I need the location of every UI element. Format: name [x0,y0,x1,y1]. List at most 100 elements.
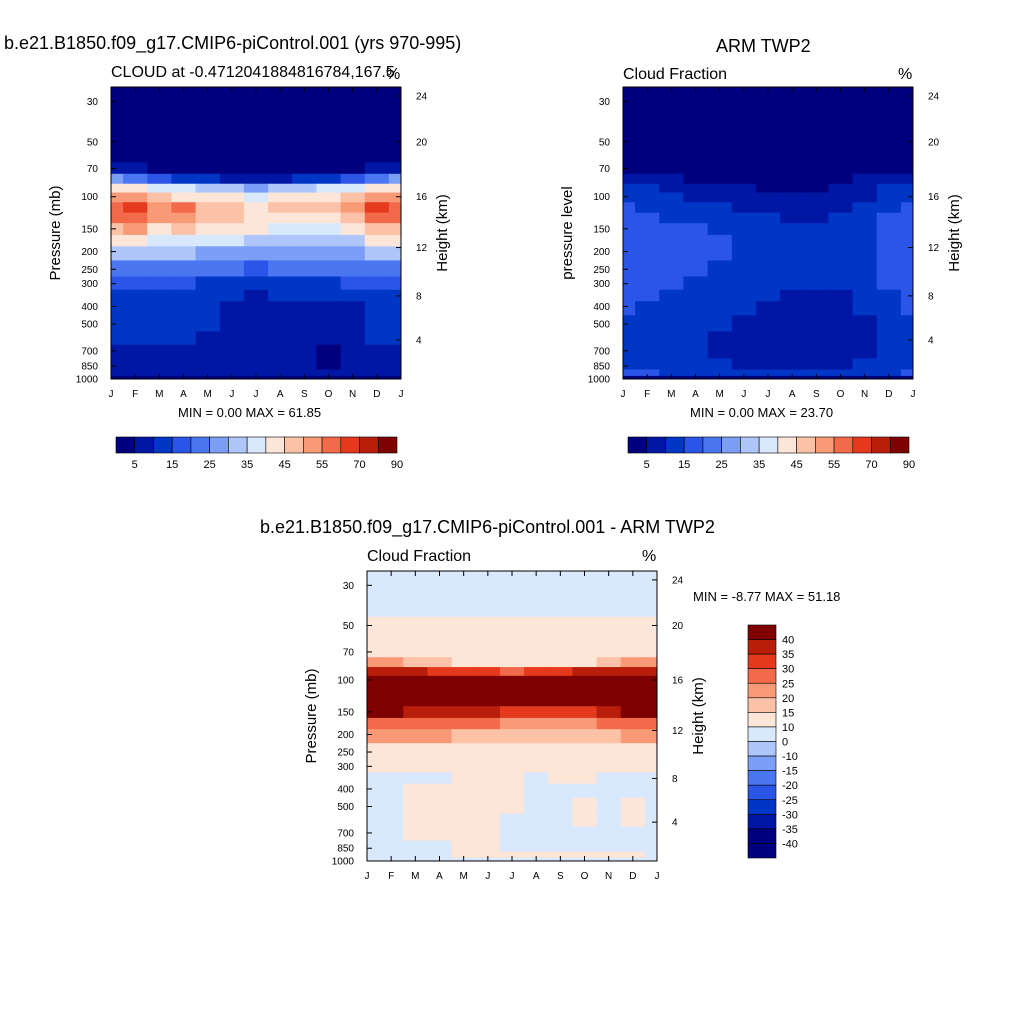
heatmap-cell [644,645,657,658]
heatmap-cell [572,717,598,730]
heatmap-cell [644,596,657,618]
heatmap-cell [623,276,636,291]
heatmap-cell [451,729,477,744]
x-tick-label: O [837,389,845,400]
heatmap-cell [268,183,293,194]
heatmap-cell [828,276,854,291]
heatmap-cell [731,331,757,346]
heatmap-cell [499,851,525,859]
y-tick-label: 1000 [76,375,99,386]
y-tick-label: 30 [343,581,355,592]
heatmap-cell [111,301,124,316]
heatmap-cell [623,331,636,346]
heatmap-cell [171,315,197,332]
heatmap-cell [268,260,293,278]
heatmap-cell [900,212,913,224]
heatmap-cell [316,192,342,203]
colorbar-label: -10 [782,751,798,763]
heatmap-cell [111,234,124,247]
heatmap-cell [292,112,318,134]
heatmap-cell [147,183,173,194]
heatmap-cell [379,813,404,828]
heatmap-cell [268,234,293,247]
heatmap-cell [340,94,366,114]
colorbar-box [889,436,910,454]
heatmap-cell [731,183,757,194]
heatmap-cell [596,840,622,853]
heatmap-cell [268,331,293,346]
heatmap-cell [147,344,173,360]
heatmap-cell [852,183,878,194]
heatmap-cell [499,695,525,707]
heatmap-cell [171,149,197,164]
heatmap-cell [111,260,124,278]
heatmap-cell [548,667,574,677]
heatmap-cell [804,369,830,377]
heatmap-cell [635,276,660,291]
heatmap-cell [659,173,685,185]
colorbar-label: -25 [782,795,798,807]
heatmap-cell [364,112,390,134]
heatmap-cell [644,851,657,859]
heatmap-cell [403,813,429,828]
heatmap-cell [780,133,805,150]
heatmap-cell [755,192,781,203]
heatmap-cell [900,289,913,302]
heatmap-cell [403,616,429,634]
heatmap-cell [620,783,646,799]
heatmap-cell [572,826,598,842]
colorbar-box [747,755,777,771]
heatmap-cell [292,212,318,224]
colorbar-box [209,436,229,454]
y-tick-label: 700 [337,828,354,839]
heatmap-cell [340,289,366,302]
colorbar-box [747,726,777,742]
y-right-tick-label: 12 [416,243,428,254]
heatmap-cell [780,94,805,114]
heatmap-cell [828,112,854,134]
heatmap-cell [499,616,525,634]
heatmap-cell [403,783,429,799]
heatmap-cell [623,344,636,360]
heatmap-cell [171,94,197,114]
heatmap-cell [243,212,269,224]
colorbar-label: 35 [241,459,253,471]
heatmap-cell [451,743,477,760]
heatmap-cell [623,369,636,377]
heatmap-cell [524,578,549,598]
heatmap-cell [731,192,757,203]
y-right-tick-label: 4 [672,818,678,829]
heatmap-cell [367,632,380,647]
heatmap-cell [367,596,380,618]
y-tick-label: 100 [337,675,354,686]
heatmap-cell [111,94,124,114]
heatmap-cell [548,657,574,668]
heatmap-cell [340,369,366,377]
heatmap-cell [403,675,429,687]
heatmap-cell [388,149,401,164]
heatmap-cell [367,717,380,730]
heatmap-cell [499,826,525,842]
heatmap-cell [268,112,293,134]
heatmap-cell [524,657,549,668]
heatmap-cell [707,94,733,114]
colorbar-box [747,624,777,640]
heatmap-cell [316,358,342,371]
heatmap-cell [219,234,245,247]
heatmap-cell [316,246,342,262]
heatmap-cell [340,223,366,236]
heatmap-cell [379,675,404,687]
heatmap-cell [475,645,501,658]
heatmap-cell [780,234,805,247]
y-right-tick-label: 24 [672,575,684,586]
heatmap-cell [804,212,830,224]
heatmap-cell [316,276,342,291]
heatmap-cell [147,260,173,278]
heatmap-cell [388,260,401,278]
heatmap-cell [828,358,854,371]
x-tick-label: J [254,389,259,400]
heatmap-cell [623,358,636,371]
heatmap-cell [475,578,501,598]
heatmap-cell [623,192,636,203]
heatmap-cell [451,813,477,828]
